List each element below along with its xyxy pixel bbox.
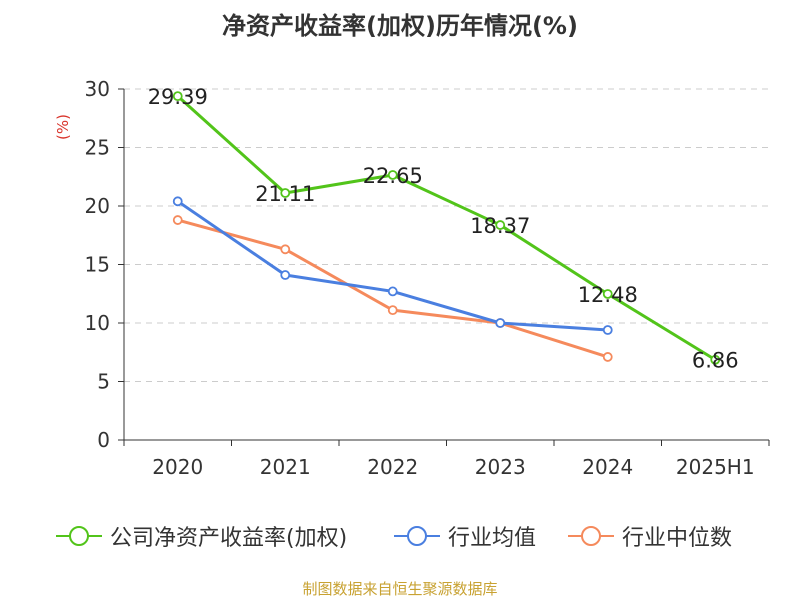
data-point	[387, 286, 398, 297]
data-point	[495, 220, 506, 230]
data-label: 18.37	[470, 214, 530, 238]
legend-item[interactable]: 行业中位数	[566, 522, 733, 551]
y-tick-label: 20	[85, 194, 110, 218]
x-tick-label: 2024	[582, 455, 633, 479]
data-point	[172, 196, 183, 207]
x-tick-label: 2021	[260, 455, 311, 479]
data-point	[387, 305, 398, 316]
data-point	[602, 289, 613, 299]
y-axis-label: (%)	[54, 114, 72, 140]
data-point	[172, 215, 183, 225]
x-tick-label: 2025H1	[676, 455, 755, 479]
x-tick-label: 2022	[367, 455, 418, 479]
x-tick-label: 2020	[152, 455, 203, 479]
data-point	[602, 352, 613, 362]
data-point	[602, 325, 613, 335]
series-line	[176, 95, 717, 362]
data-label: 6.86	[692, 349, 739, 373]
legend-label: 行业均值	[448, 526, 537, 551]
y-tick-label: 30	[85, 77, 110, 101]
data-label: 29.39	[148, 85, 208, 109]
data-point	[387, 170, 398, 180]
data-source-note: 制图数据来自恒生聚源数据库	[302, 580, 498, 598]
chart-title: 净资产收益率(加权)历年情况(%)	[222, 12, 578, 40]
legend-label: 行业中位数	[622, 526, 733, 551]
y-tick-label: 10	[85, 311, 110, 335]
y-tick-label: 15	[85, 253, 110, 277]
legend-label: 公司净资产收益率(加权)	[110, 526, 348, 551]
legend-item[interactable]: 行业均值	[392, 522, 537, 551]
data-point	[280, 270, 291, 280]
data-point	[710, 354, 721, 365]
data-point	[495, 318, 506, 328]
data-point	[172, 91, 183, 102]
legend-line-circle-icon	[394, 526, 440, 546]
legend-line-circle-icon	[568, 526, 614, 546]
x-tick-label: 2023	[475, 455, 526, 479]
legend-item[interactable]: 公司净资产收益率(加权)	[54, 522, 348, 551]
y-tick-label: 25	[85, 136, 110, 160]
y-tick-label: 5	[97, 370, 110, 394]
data-point	[280, 188, 291, 198]
data-label: 22.65	[363, 164, 423, 188]
data-point	[280, 244, 291, 255]
data-label: 12.48	[578, 283, 638, 307]
y-tick-label: 0	[97, 428, 110, 452]
legend-line-circle-icon	[56, 526, 102, 546]
data-label: 21.11	[255, 182, 315, 206]
